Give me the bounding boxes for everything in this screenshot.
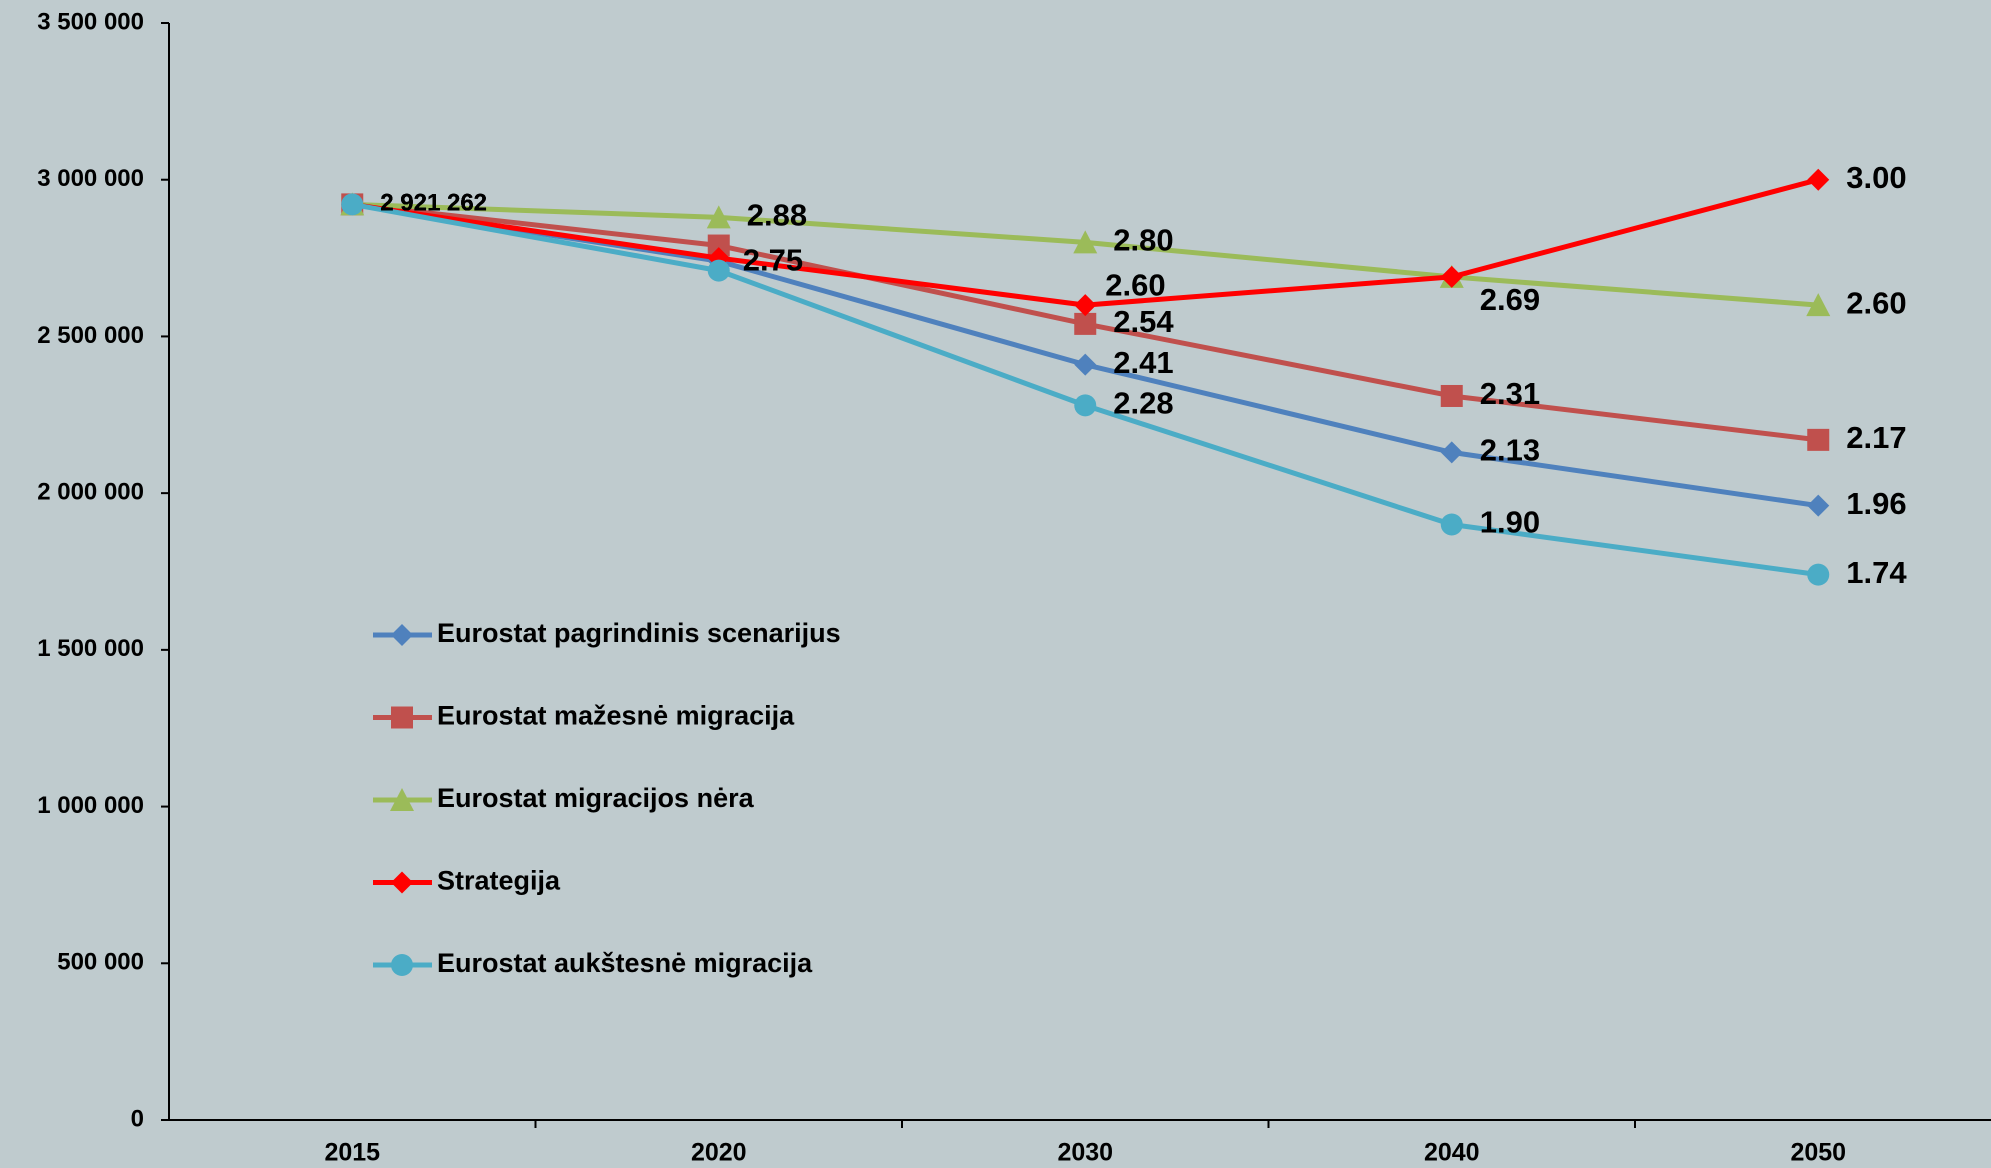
data-label: 2.54 (1113, 304, 1174, 339)
x-tick-label: 2040 (1424, 1139, 1480, 1167)
data-label: 2 921 262 (380, 190, 487, 217)
legend-label: Eurostat migracijos nėra (437, 783, 755, 813)
data-point (707, 259, 730, 282)
legend-marker (390, 788, 414, 811)
data-label: 1.74 (1846, 555, 1907, 590)
legend-marker (391, 871, 413, 894)
data-point (1074, 312, 1097, 335)
y-tick-label: 500 000 (57, 949, 144, 976)
legend-marker (391, 954, 413, 976)
data-label: 1.90 (1480, 505, 1540, 540)
y-tick-label: 1 000 000 (37, 792, 144, 819)
legend-label: Eurostat aukštesnė migracija (437, 948, 813, 978)
data-point (1440, 384, 1463, 407)
data-label: 1.96 (1846, 486, 1906, 521)
y-tick-label: 1 500 000 (37, 635, 144, 662)
legend-label: Eurostat mažesnė migracija (437, 701, 795, 731)
data-point (1074, 353, 1097, 376)
data-label: 2.80 (1113, 223, 1173, 258)
y-tick-label: 3 500 000 (37, 8, 144, 35)
legend-marker (391, 706, 413, 729)
legend-label: Eurostat pagrindinis scenarijus (437, 618, 841, 648)
data-point (1807, 494, 1830, 517)
legend-label: Strategija (437, 866, 561, 896)
data-point (341, 193, 364, 216)
data-point (1074, 294, 1097, 317)
data-label: 2.75 (743, 242, 803, 277)
data-label: 2 921 262 (380, 190, 487, 217)
data-point (1073, 230, 1098, 254)
data-label: 2.69 (1480, 282, 1540, 317)
x-tick-label: 2050 (1790, 1139, 1846, 1167)
data-point (1074, 394, 1097, 417)
data-label: 2.28 (1113, 386, 1173, 421)
data-label: 2.60 (1105, 267, 1165, 302)
data-point (707, 234, 730, 257)
data-label: 2.88 (747, 198, 807, 233)
data-label: 2.17 (1846, 420, 1906, 455)
data-point (1807, 168, 1830, 191)
data-point (1807, 428, 1830, 451)
data-point (1806, 293, 1831, 317)
data-point (1440, 265, 1463, 288)
data-point (1440, 513, 1463, 536)
data-label: 2 921 262 (380, 190, 487, 217)
y-tick-label: 2 500 000 (37, 322, 144, 349)
y-tick-label: 2 000 000 (37, 478, 144, 505)
data-point (1807, 563, 1830, 586)
data-label: 2 921 262 (380, 190, 487, 217)
data-label: 3.00 (1846, 160, 1906, 195)
data-point (706, 205, 731, 229)
data-point (1440, 441, 1463, 464)
data-label: 2.60 (1846, 285, 1906, 320)
data-label: 2 921 262 (380, 190, 487, 217)
x-tick-label: 2020 (691, 1139, 747, 1167)
y-tick-label: 0 (131, 1105, 144, 1132)
x-tick-label: 2015 (324, 1139, 380, 1167)
legend-marker (391, 624, 413, 646)
data-label: 2.41 (1113, 345, 1173, 380)
y-tick-label: 3 000 000 (37, 165, 144, 192)
x-tick-label: 2030 (1057, 1139, 1113, 1167)
data-label: 2.13 (1480, 433, 1540, 468)
data-label: 2.31 (1480, 376, 1540, 411)
